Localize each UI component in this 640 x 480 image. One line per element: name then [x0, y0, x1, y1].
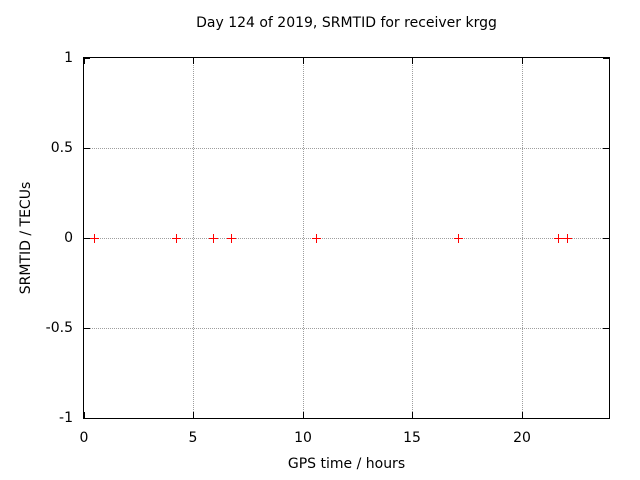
plot-area: [83, 57, 610, 419]
h-gridline: [84, 328, 609, 329]
data-point-marker: [454, 234, 463, 243]
marker-vertical-bar: [176, 234, 177, 243]
h-gridline: [84, 148, 609, 149]
data-point-marker: [172, 234, 181, 243]
y-tick-label: 0: [64, 230, 73, 246]
y-tick-left: [84, 328, 90, 329]
x-tick-label: 10: [294, 430, 312, 446]
data-point-marker: [312, 234, 321, 243]
x-tick-top: [412, 58, 413, 64]
y-tick-label: -0.5: [45, 320, 73, 336]
marker-vertical-bar: [231, 234, 232, 243]
y-tick-label: 0.5: [50, 140, 73, 156]
x-tick-bottom: [303, 412, 304, 418]
marker-vertical-bar: [94, 234, 95, 243]
marker-vertical-bar: [458, 234, 459, 243]
y-tick-right: [603, 58, 609, 59]
x-tick-top: [522, 58, 523, 64]
y-tick-left: [84, 148, 90, 149]
chart-title: Day 124 of 2019, SRMTID for receiver krg…: [196, 15, 497, 31]
x-tick-label: 20: [513, 430, 531, 446]
y-tick-label: 1: [64, 50, 73, 66]
marker-vertical-bar: [558, 234, 559, 243]
data-point-marker: [563, 234, 572, 243]
x-tick-bottom: [84, 412, 85, 418]
x-tick-top: [84, 58, 85, 64]
x-tick-top: [193, 58, 194, 64]
x-tick-bottom: [412, 412, 413, 418]
x-tick-top: [303, 58, 304, 64]
x-tick-bottom: [193, 412, 194, 418]
y-tick-right: [603, 328, 609, 329]
x-tick-bottom: [522, 412, 523, 418]
x-tick-label: 5: [188, 430, 198, 446]
y-tick-right: [603, 148, 609, 149]
x-tick-label: 0: [79, 430, 89, 446]
data-point-marker: [227, 234, 236, 243]
data-point-marker: [209, 234, 218, 243]
y-tick-left: [84, 58, 90, 59]
data-point-marker: [554, 234, 563, 243]
y-tick-right: [603, 238, 609, 239]
marker-vertical-bar: [567, 234, 568, 243]
marker-vertical-bar: [316, 234, 317, 243]
h-gridline: [84, 238, 609, 239]
x-axis-label: GPS time / hours: [287, 456, 406, 472]
data-point-marker: [90, 234, 99, 243]
y-tick-left: [84, 418, 90, 419]
x-tick-label: 15: [403, 430, 421, 446]
marker-vertical-bar: [213, 234, 214, 243]
y-tick-label: -1: [59, 410, 73, 426]
y-tick-left: [84, 238, 90, 239]
y-tick-right: [603, 418, 609, 419]
